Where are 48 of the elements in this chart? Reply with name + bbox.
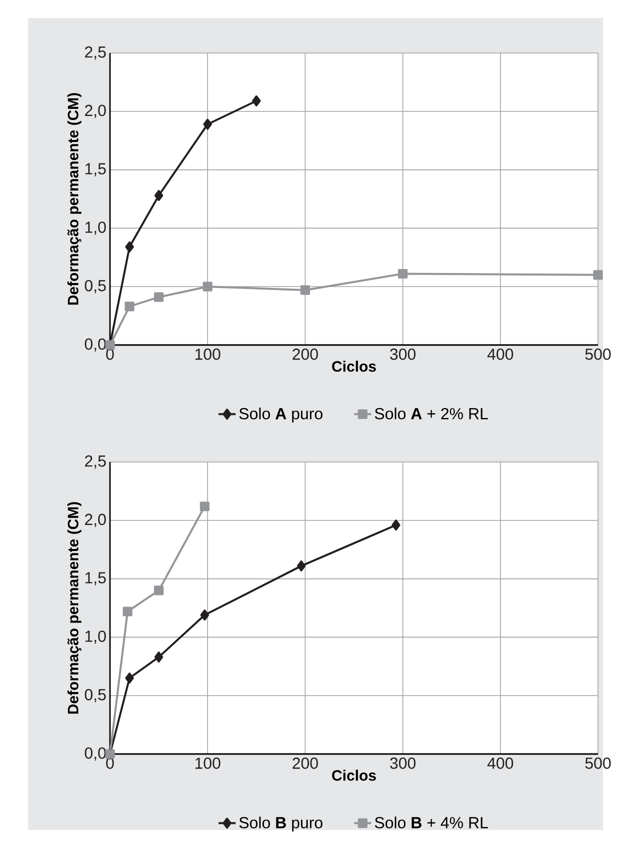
y-tick-label: 2,5 bbox=[85, 46, 106, 60]
y-axis-title: Deformação permanente (CM) bbox=[67, 93, 82, 305]
point bbox=[200, 502, 210, 512]
point bbox=[122, 606, 132, 616]
legend-label: Solo B + 4% RL bbox=[374, 816, 488, 828]
y-tick-label: 2,0 bbox=[85, 104, 106, 118]
legend-label: Solo A puro bbox=[239, 408, 322, 423]
x-tick-label: 400 bbox=[487, 758, 514, 769]
point bbox=[203, 118, 212, 130]
point bbox=[154, 652, 164, 663]
y-tick-label: 0,0 bbox=[84, 338, 106, 352]
x-tick-label: 500 bbox=[585, 348, 611, 360]
y-axis-title: Deformação permanente (CM) bbox=[67, 502, 82, 714]
point bbox=[154, 292, 164, 302]
y-tick-label: 0,0 bbox=[84, 747, 106, 761]
x-tick-label: 300 bbox=[390, 348, 416, 360]
x-tick-label: 200 bbox=[292, 348, 318, 360]
y-tick-label: 1,0 bbox=[85, 222, 106, 235]
point bbox=[125, 672, 134, 684]
point bbox=[125, 241, 134, 252]
x-axis-title: Ciclos bbox=[332, 770, 376, 781]
y-tick-label: 0,5 bbox=[84, 688, 106, 702]
point bbox=[398, 268, 408, 279]
legend-label: Solo A + 2% RL bbox=[374, 408, 488, 420]
y-tick-label: 1,5 bbox=[85, 163, 106, 176]
y-tick-label: 1,0 bbox=[85, 630, 106, 644]
point bbox=[252, 95, 261, 106]
y-tick-label: 2,5 bbox=[85, 455, 106, 469]
x-tick-label: 100 bbox=[195, 758, 220, 769]
point bbox=[392, 520, 400, 531]
point bbox=[154, 190, 164, 201]
point bbox=[202, 282, 212, 292]
point bbox=[300, 285, 310, 295]
point bbox=[124, 302, 134, 312]
x-tick-label: 100 bbox=[195, 348, 220, 360]
point bbox=[200, 610, 210, 621]
y-tick-label: 2,0 bbox=[85, 514, 106, 527]
x-tick-label: 400 bbox=[487, 348, 514, 360]
x-axis-title: Ciclos bbox=[332, 360, 376, 372]
point bbox=[296, 560, 306, 572]
legend-label: Solo B puro bbox=[239, 816, 322, 832]
x-tick-label: 500 bbox=[585, 758, 611, 769]
x-tick-label: 300 bbox=[390, 758, 416, 769]
point bbox=[593, 270, 603, 280]
x-tick-label: 200 bbox=[292, 758, 318, 769]
point bbox=[154, 586, 164, 596]
y-tick-label: 1,5 bbox=[85, 572, 106, 586]
y-tick-label: 0,5 bbox=[84, 280, 106, 294]
